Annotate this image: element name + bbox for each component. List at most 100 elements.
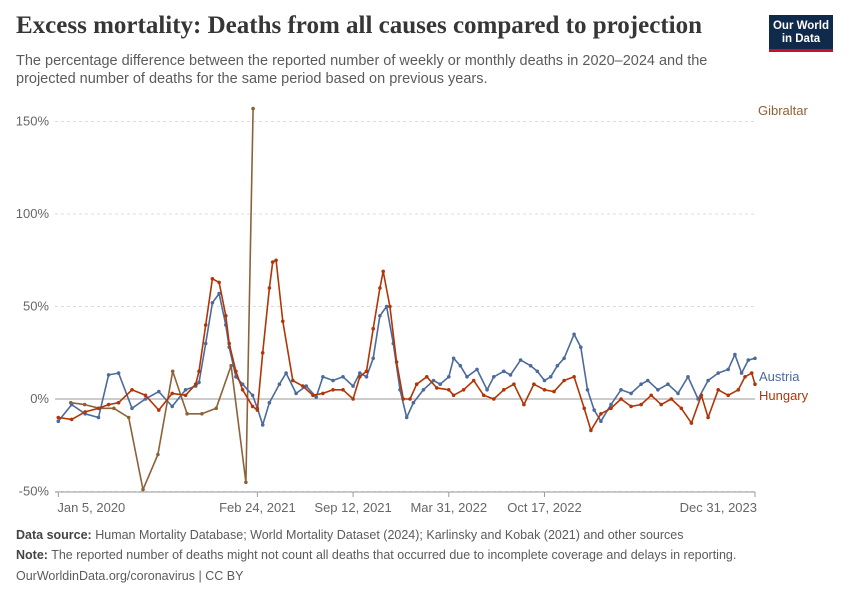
data-point-austria — [197, 380, 201, 385]
data-point-hungary — [425, 375, 429, 379]
data-point-hungary — [69, 417, 74, 422]
data-point-hungary — [679, 406, 684, 411]
data-point-gibraltar — [251, 106, 255, 111]
data-point-hungary — [311, 393, 315, 398]
x-tick-label: Feb 24, 2021 — [219, 500, 296, 515]
data-point-hungary — [170, 391, 174, 396]
data-point-hungary — [255, 408, 260, 412]
data-point-hungary — [203, 323, 208, 327]
data-point-austria — [716, 371, 720, 375]
data-point-hungary — [96, 406, 101, 411]
data-point-austria — [706, 378, 710, 383]
data-point-hungary — [522, 402, 526, 407]
data-point-hungary — [143, 393, 148, 398]
data-point-austria — [739, 371, 744, 375]
data-point-hungary — [116, 400, 121, 405]
data-point-hungary — [240, 388, 245, 392]
data-point-austria — [56, 419, 61, 424]
data-point-austria — [69, 402, 74, 407]
data-point-gibraltar — [200, 412, 204, 416]
data-point-austria — [143, 397, 148, 401]
data-point-hungary — [351, 397, 355, 401]
data-point-austria — [451, 356, 456, 361]
data-point-hungary — [414, 382, 419, 387]
data-point-austria — [170, 404, 174, 409]
note-label: Note: — [16, 548, 48, 562]
logo-line-1: Our World — [772, 20, 829, 32]
data-point-hungary — [435, 386, 439, 390]
data-point-hungary — [267, 286, 272, 290]
data-point-austria — [646, 378, 650, 383]
data-point-hungary — [451, 393, 456, 398]
data-point-hungary — [250, 404, 255, 409]
data-point-austria — [585, 388, 590, 392]
data-point-austria — [203, 341, 208, 346]
data-point-hungary — [227, 341, 231, 346]
series-label-austria: Austria — [759, 369, 800, 384]
data-point-austria — [438, 382, 443, 387]
x-tick-label: Mar 31, 2022 — [410, 500, 487, 515]
data-point-hungary — [358, 375, 362, 379]
y-tick-label: -50% — [19, 484, 50, 499]
data-point-austria — [599, 419, 603, 424]
data-point-hungary — [291, 378, 295, 383]
data-point-austria — [294, 391, 298, 396]
data-point-austria — [639, 382, 643, 387]
data-point-hungary — [381, 269, 386, 274]
data-point-hungary — [274, 258, 278, 263]
data-point-hungary — [394, 360, 399, 364]
data-point-hungary — [224, 314, 228, 318]
x-tick-label: Oct 17, 2022 — [507, 500, 581, 515]
data-point-hungary — [331, 388, 335, 392]
series-gibraltar — [69, 106, 255, 492]
data-point-hungary — [669, 397, 674, 401]
x-tick-label: Dec 31, 2023 — [680, 500, 757, 515]
data-point-hungary — [706, 415, 710, 420]
y-tick-label: 150% — [16, 114, 50, 129]
data-point-hungary — [552, 389, 556, 394]
data-point-austria — [411, 400, 416, 405]
data-point-austria — [421, 388, 426, 392]
data-point-austria — [508, 373, 513, 377]
data-point-hungary — [56, 415, 61, 420]
data-point-hungary — [388, 304, 392, 309]
logo-line-2: in Data — [781, 33, 821, 45]
data-point-hungary — [364, 369, 369, 374]
data-point-austria — [210, 301, 215, 305]
data-point-hungary — [639, 402, 643, 407]
x-tick-label: Jan 5, 2020 — [57, 500, 125, 515]
data-point-austria — [492, 375, 496, 379]
data-point-austria — [502, 369, 506, 374]
data-point-hungary — [447, 388, 451, 392]
data-point-hungary — [502, 388, 506, 392]
data-point-austria — [485, 388, 489, 392]
data-point-hungary — [321, 391, 325, 396]
data-point-hungary — [726, 393, 730, 398]
data-point-austria — [609, 402, 613, 407]
data-point-gibraltar — [185, 412, 189, 416]
data-point-austria — [371, 356, 376, 361]
data-point-hungary — [130, 388, 134, 392]
data-point-hungary — [210, 277, 215, 281]
data-point-hungary — [619, 397, 623, 401]
data-point-austria — [250, 393, 255, 398]
credit-line[interactable]: OurWorldinData.org/coronavirus | CC BY — [16, 569, 244, 583]
data-point-hungary — [378, 286, 382, 290]
data-point-austria — [384, 304, 389, 309]
series-line-hungary — [58, 259, 756, 432]
data-point-hungary — [83, 410, 87, 414]
data-point-austria — [96, 415, 101, 420]
data-point-hungary — [371, 326, 376, 331]
data-point-hungary — [281, 319, 285, 324]
data-source-label: Data source: — [16, 528, 92, 542]
data-point-hungary — [471, 378, 476, 383]
data-point-austria — [447, 375, 451, 379]
chart-subtitle: The percentage difference between the re… — [16, 53, 708, 87]
data-point-austria — [378, 314, 382, 318]
data-point-austria — [130, 406, 134, 411]
data-point-hungary — [401, 397, 406, 401]
owid-logo[interactable]: Our World in Data — [769, 15, 833, 52]
data-point-hungary — [341, 388, 345, 392]
data-point-austria — [686, 375, 690, 379]
data-source-text[interactable]: Human Mortality Database; World Mortalit… — [95, 528, 684, 542]
